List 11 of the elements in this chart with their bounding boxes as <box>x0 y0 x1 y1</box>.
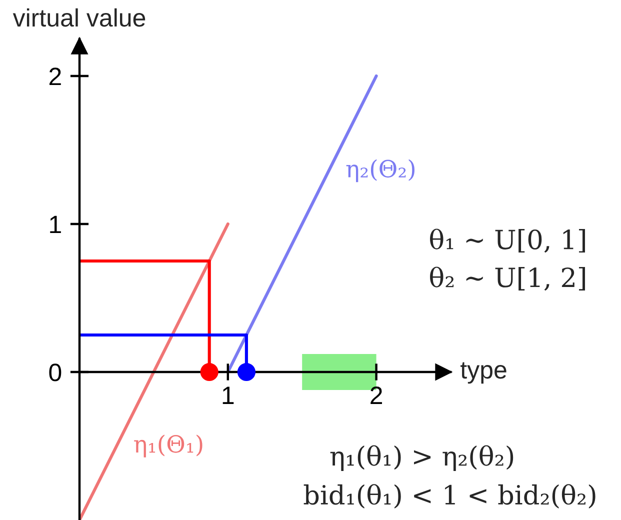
y-tick-label: 0 <box>49 364 62 382</box>
y-tick-label: 2 <box>49 68 61 86</box>
annotation: θ₁ ∼ U[0, 1] <box>430 228 585 253</box>
y-tick-label: 1 <box>50 216 61 234</box>
annotation: θ₂ ∼ U[1, 2] <box>430 266 585 291</box>
y-axis-title: virtual value <box>12 8 146 27</box>
series-label: η₁(Θ₁) <box>134 434 202 458</box>
annotation: bid₁(θ₁) < 1 < bid₂(θ₂) <box>304 484 596 509</box>
annotation: η₁(θ₁) > η₂(θ₂) <box>330 445 514 472</box>
series-label: η₂(Θ₂) <box>346 159 414 182</box>
x-axis-title: type <box>460 362 506 384</box>
